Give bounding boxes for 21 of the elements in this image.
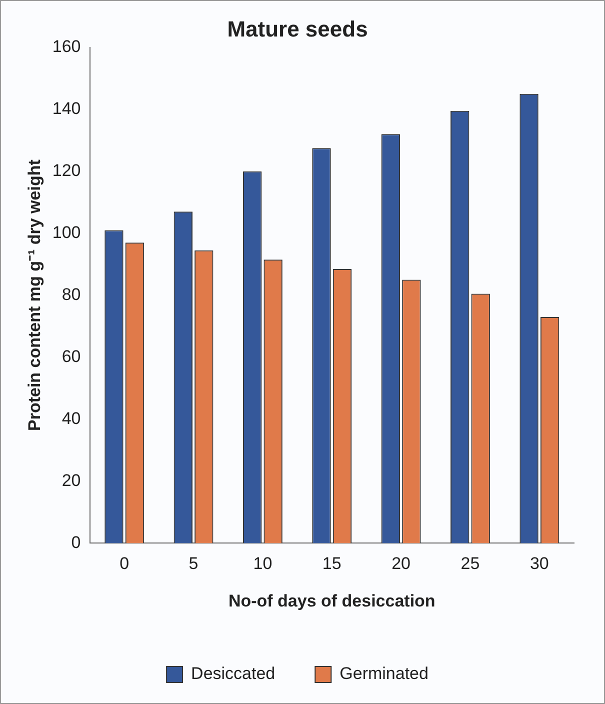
y-tick-label: 80 <box>62 284 81 304</box>
y-tick-label: 140 <box>52 99 81 118</box>
x-tick-label: 25 <box>460 554 480 574</box>
y-tick-label: 0 <box>71 532 81 552</box>
x-tick-label: 10 <box>253 554 272 574</box>
y-tick-label: 160 <box>52 37 81 56</box>
x-axis-title: No-of days of desiccation <box>228 591 436 610</box>
chart-title: Mature seeds <box>227 16 368 42</box>
legend-label: Desiccated <box>191 664 276 684</box>
y-tick-label: 20 <box>62 470 81 490</box>
x-tick-label: 5 <box>188 554 198 574</box>
y-tick-label: 100 <box>52 223 81 242</box>
y-tick-label: 120 <box>52 161 81 180</box>
y-axis-title: Protein content mg g⁻¹ dry weight <box>24 159 44 432</box>
y-tick-label: 60 <box>62 346 81 366</box>
x-tick-label: 15 <box>322 554 342 574</box>
x-tick-label: 0 <box>120 554 130 574</box>
y-tick-label: 40 <box>62 408 81 428</box>
legend-label: Germinated <box>340 664 428 684</box>
x-tick-label: 30 <box>530 554 549 574</box>
x-tick-label: 20 <box>392 554 411 574</box>
